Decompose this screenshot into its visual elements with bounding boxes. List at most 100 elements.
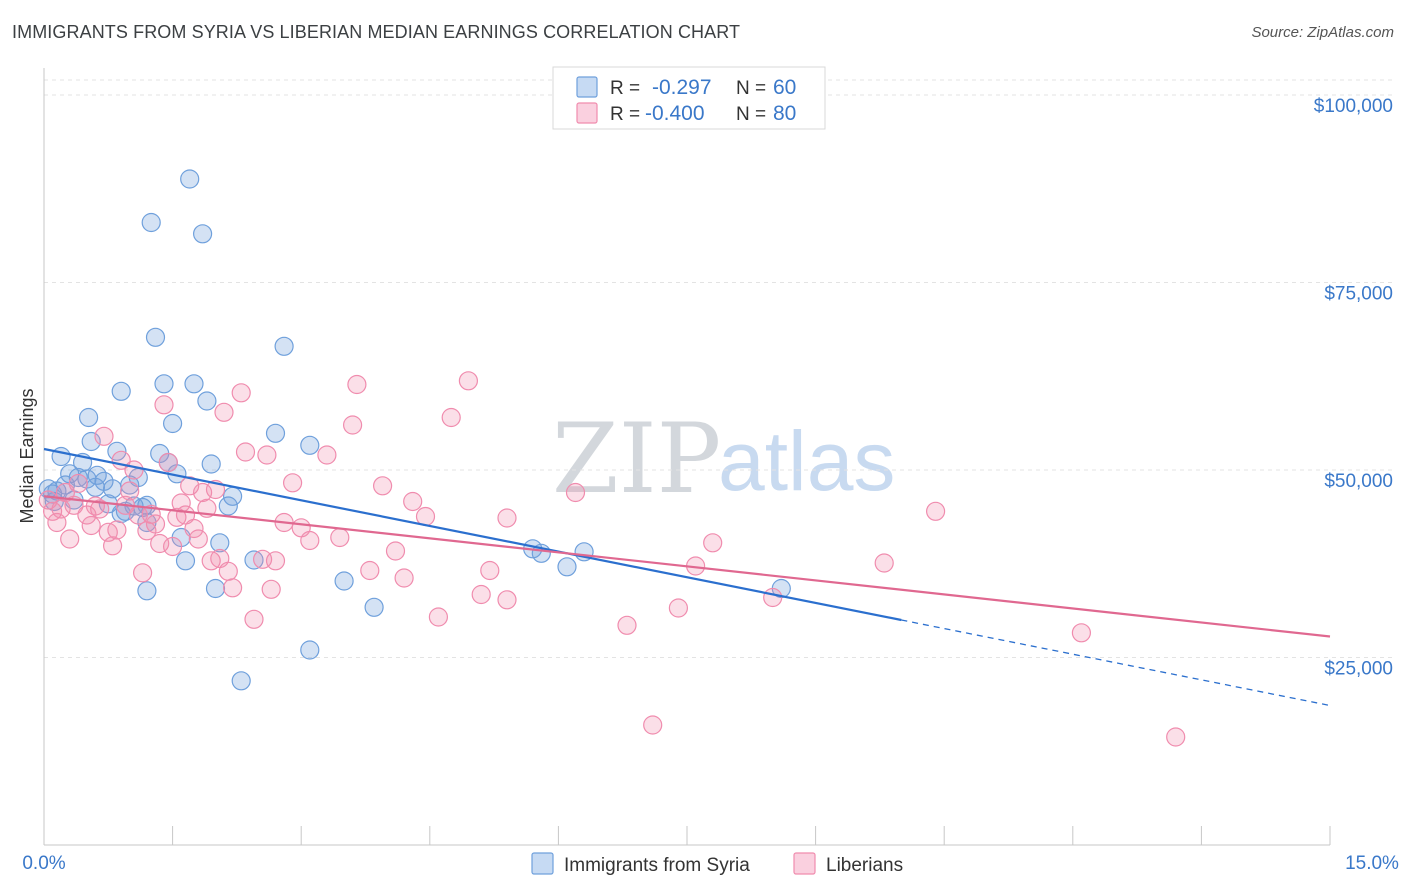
data-point bbox=[244, 609, 264, 629]
data-point bbox=[184, 374, 204, 394]
data-point bbox=[283, 473, 303, 493]
data-point bbox=[330, 527, 350, 548]
stats-r-label-syria: R = bbox=[610, 78, 640, 99]
data-point bbox=[193, 224, 213, 244]
data-point bbox=[81, 515, 101, 536]
y-tick-label: $50,000 bbox=[1324, 471, 1393, 492]
data-point bbox=[643, 715, 663, 735]
data-point bbox=[373, 476, 393, 496]
y-tick-label: $75,000 bbox=[1324, 284, 1393, 305]
source-label: Source: ZipAtlas.com bbox=[1251, 24, 1394, 41]
data-point bbox=[300, 640, 320, 660]
data-point bbox=[141, 504, 161, 524]
data-point bbox=[223, 486, 243, 506]
data-point bbox=[205, 578, 226, 599]
stats-n-value-liberians: 80 bbox=[773, 102, 796, 125]
data-point bbox=[60, 529, 80, 549]
data-point bbox=[364, 597, 384, 617]
data-point bbox=[428, 607, 448, 627]
stats-legend-box bbox=[552, 66, 826, 130]
data-point bbox=[497, 508, 517, 528]
data-point bbox=[141, 212, 161, 233]
data-point bbox=[90, 499, 110, 519]
data-point bbox=[347, 374, 367, 395]
data-point bbox=[265, 423, 286, 443]
data-point bbox=[102, 479, 123, 499]
data-point bbox=[274, 336, 294, 356]
stats-r-label-liberians: R = bbox=[610, 104, 640, 125]
data-point bbox=[94, 426, 114, 446]
data-point bbox=[300, 435, 320, 455]
trend-line-extension-syria bbox=[901, 619, 1331, 707]
data-point bbox=[175, 551, 196, 571]
data-point bbox=[261, 579, 281, 599]
data-point bbox=[497, 590, 517, 610]
data-point bbox=[874, 553, 894, 573]
stats-r-value-liberians: -0.400 bbox=[645, 102, 705, 125]
data-point bbox=[78, 407, 99, 428]
x-tick-marks bbox=[43, 826, 1331, 845]
y-axis-title: Median Earnings bbox=[17, 388, 37, 523]
data-point bbox=[158, 452, 178, 473]
stats-legend-swatch-liberians bbox=[576, 102, 598, 124]
data-point bbox=[145, 327, 166, 347]
data-layer bbox=[38, 169, 1331, 747]
data-point bbox=[197, 391, 217, 411]
data-point bbox=[111, 381, 131, 401]
stats-legend: R = -0.297 N = 60 R = -0.400 N = 80 bbox=[552, 66, 826, 130]
data-point bbox=[360, 560, 380, 581]
watermark-zip: ZIP bbox=[552, 403, 721, 515]
data-point bbox=[1071, 623, 1092, 643]
data-point bbox=[184, 518, 204, 539]
data-point bbox=[163, 413, 183, 434]
chart-title: IMMIGRANTS FROM SYRIA VS LIBERIAN MEDIAN… bbox=[12, 22, 741, 42]
data-point bbox=[925, 501, 946, 521]
data-point bbox=[458, 371, 478, 391]
data-point bbox=[214, 402, 234, 422]
data-point bbox=[137, 581, 157, 601]
data-point bbox=[617, 615, 637, 635]
data-point bbox=[218, 496, 238, 516]
x-tick-label-max: 15.0% bbox=[1345, 853, 1399, 874]
data-point bbox=[188, 529, 208, 549]
data-point bbox=[154, 395, 174, 415]
data-point bbox=[441, 407, 461, 428]
data-point bbox=[343, 415, 363, 435]
data-point bbox=[334, 571, 354, 591]
data-point bbox=[210, 533, 230, 553]
data-point bbox=[703, 533, 723, 553]
data-point bbox=[300, 530, 320, 551]
data-point bbox=[124, 460, 144, 480]
series-points-liberians bbox=[38, 371, 1186, 747]
data-point bbox=[223, 578, 243, 598]
data-point bbox=[394, 568, 414, 588]
stats-legend-swatch-syria bbox=[576, 76, 598, 98]
watermark-atlas: atlas bbox=[718, 414, 895, 508]
data-point bbox=[257, 445, 277, 465]
x-tick-label-min: 0.0% bbox=[22, 853, 65, 874]
stats-n-value-syria: 60 bbox=[773, 76, 796, 99]
y-tick-label: $100,000 bbox=[1314, 96, 1393, 117]
legend-swatch-liberians bbox=[793, 852, 816, 875]
data-point bbox=[231, 383, 251, 403]
data-point bbox=[154, 374, 174, 394]
data-point bbox=[231, 671, 251, 691]
trend-line-liberians bbox=[43, 495, 1331, 638]
data-point bbox=[471, 584, 491, 605]
trend-line-syria bbox=[43, 447, 902, 622]
data-point bbox=[180, 169, 200, 189]
legend-swatch-syria bbox=[531, 852, 554, 875]
data-point bbox=[235, 442, 256, 462]
data-point bbox=[480, 560, 500, 581]
data-point bbox=[1166, 727, 1186, 747]
data-point bbox=[218, 561, 238, 581]
data-point bbox=[163, 536, 183, 557]
data-point bbox=[81, 431, 101, 452]
data-point bbox=[565, 482, 586, 503]
data-point bbox=[201, 454, 221, 474]
data-point bbox=[145, 514, 166, 534]
data-point bbox=[668, 598, 689, 618]
data-point bbox=[763, 587, 783, 608]
legend-label-syria: Immigrants from Syria bbox=[564, 855, 750, 876]
